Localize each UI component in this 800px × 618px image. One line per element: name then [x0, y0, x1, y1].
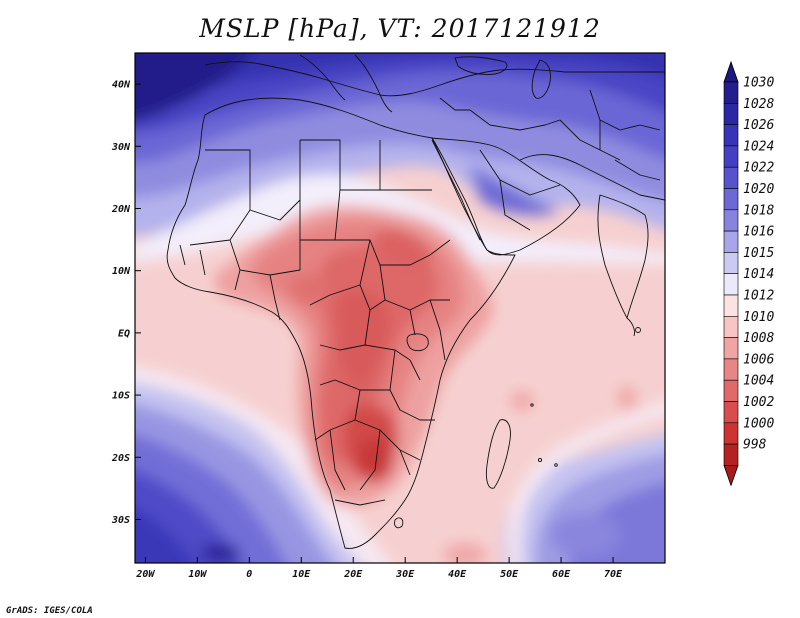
colorbar: 1030 1028 1026 1024 1022 1020 1018 1016 1015 1014… — [723, 60, 774, 487]
colorbar-swatch — [723, 166, 739, 189]
colorbar-swatch — [723, 315, 739, 338]
colorbar-label: 998 — [743, 438, 767, 453]
colorbar-label: 1030 — [743, 76, 774, 91]
lon-label: 20E — [343, 569, 363, 580]
colorbar-label: 1016 — [743, 225, 774, 240]
colorbar-swatch — [723, 358, 739, 381]
colorbar-label: 1012 — [743, 289, 774, 304]
lat-label: 10N — [112, 266, 131, 277]
colorbar-swatch — [723, 188, 739, 211]
colorbar-swatch — [723, 230, 739, 253]
colorbar-label: 1010 — [743, 310, 774, 325]
lon-label: 30E — [395, 569, 415, 580]
colorbar-swatch — [723, 252, 739, 274]
colorbar-label: 1008 — [743, 331, 774, 346]
map-title: MSLP [hPa], VT: 2017121912 — [199, 14, 601, 43]
map-frame — [134, 52, 666, 564]
lon-label: 60E — [552, 569, 571, 580]
lon-label: 70E — [604, 569, 623, 580]
credit-label: GrADS: IGES/COLA — [6, 606, 93, 616]
colorbar-swatch — [723, 443, 739, 466]
colorbar-top-arrow — [723, 60, 739, 83]
lat-label: 10S — [112, 391, 130, 402]
lat-label: 20N — [111, 204, 131, 215]
colorbar-label: 1022 — [743, 161, 774, 176]
coastlines-borders — [166, 54, 665, 549]
colorbar-swatch — [723, 273, 739, 296]
colorbar-label: 1014 — [743, 267, 774, 282]
colorbar-label: 1000 — [743, 416, 774, 431]
colorbar-swatch — [723, 294, 739, 317]
colorbar-label: 1004 — [743, 374, 774, 389]
colorbar-label: 1006 — [743, 352, 774, 367]
lon-label: 40E — [448, 569, 467, 580]
lat-label: 30S — [111, 515, 130, 526]
colorbar-bottom-arrow — [723, 464, 739, 487]
lat-label: 30N — [111, 142, 131, 153]
colorbar-swatch — [723, 209, 739, 232]
colorbar-swatch — [723, 401, 739, 424]
lat-label: 20S — [111, 453, 130, 464]
pressure-field — [135, 53, 665, 563]
lon-label: 50E — [500, 569, 519, 580]
colorbar-swatch — [723, 422, 739, 445]
colorbar-swatch — [723, 81, 739, 104]
colorbar-label: 1015 — [743, 246, 774, 261]
colorbar-label: 1028 — [743, 97, 774, 112]
colorbar-label: 1020 — [743, 182, 774, 197]
colorbar-swatch — [723, 103, 739, 125]
colorbar-label: 1018 — [743, 203, 774, 218]
lat-label: EQ — [118, 328, 130, 339]
colorbar-swatch — [723, 145, 739, 168]
colorbar-swatch — [723, 337, 739, 360]
lat-label: 40N — [112, 80, 131, 91]
colorbar-label: 1026 — [743, 118, 774, 133]
colorbar-swatch — [723, 124, 739, 147]
colorbar-label: 1002 — [743, 395, 774, 410]
lon-label: 0 — [246, 569, 252, 580]
lon-label: 20W — [135, 569, 155, 580]
colorbar-label: 1024 — [743, 139, 774, 154]
map-axes: 40N 30N 20N 10N EQ 10S 20S 30S 20W 10W 0 10E 20E 30E 4… — [111, 80, 623, 580]
lon-label: 10E — [292, 569, 311, 580]
lon-label: 10W — [188, 569, 207, 580]
colorbar-swatch — [723, 379, 739, 402]
